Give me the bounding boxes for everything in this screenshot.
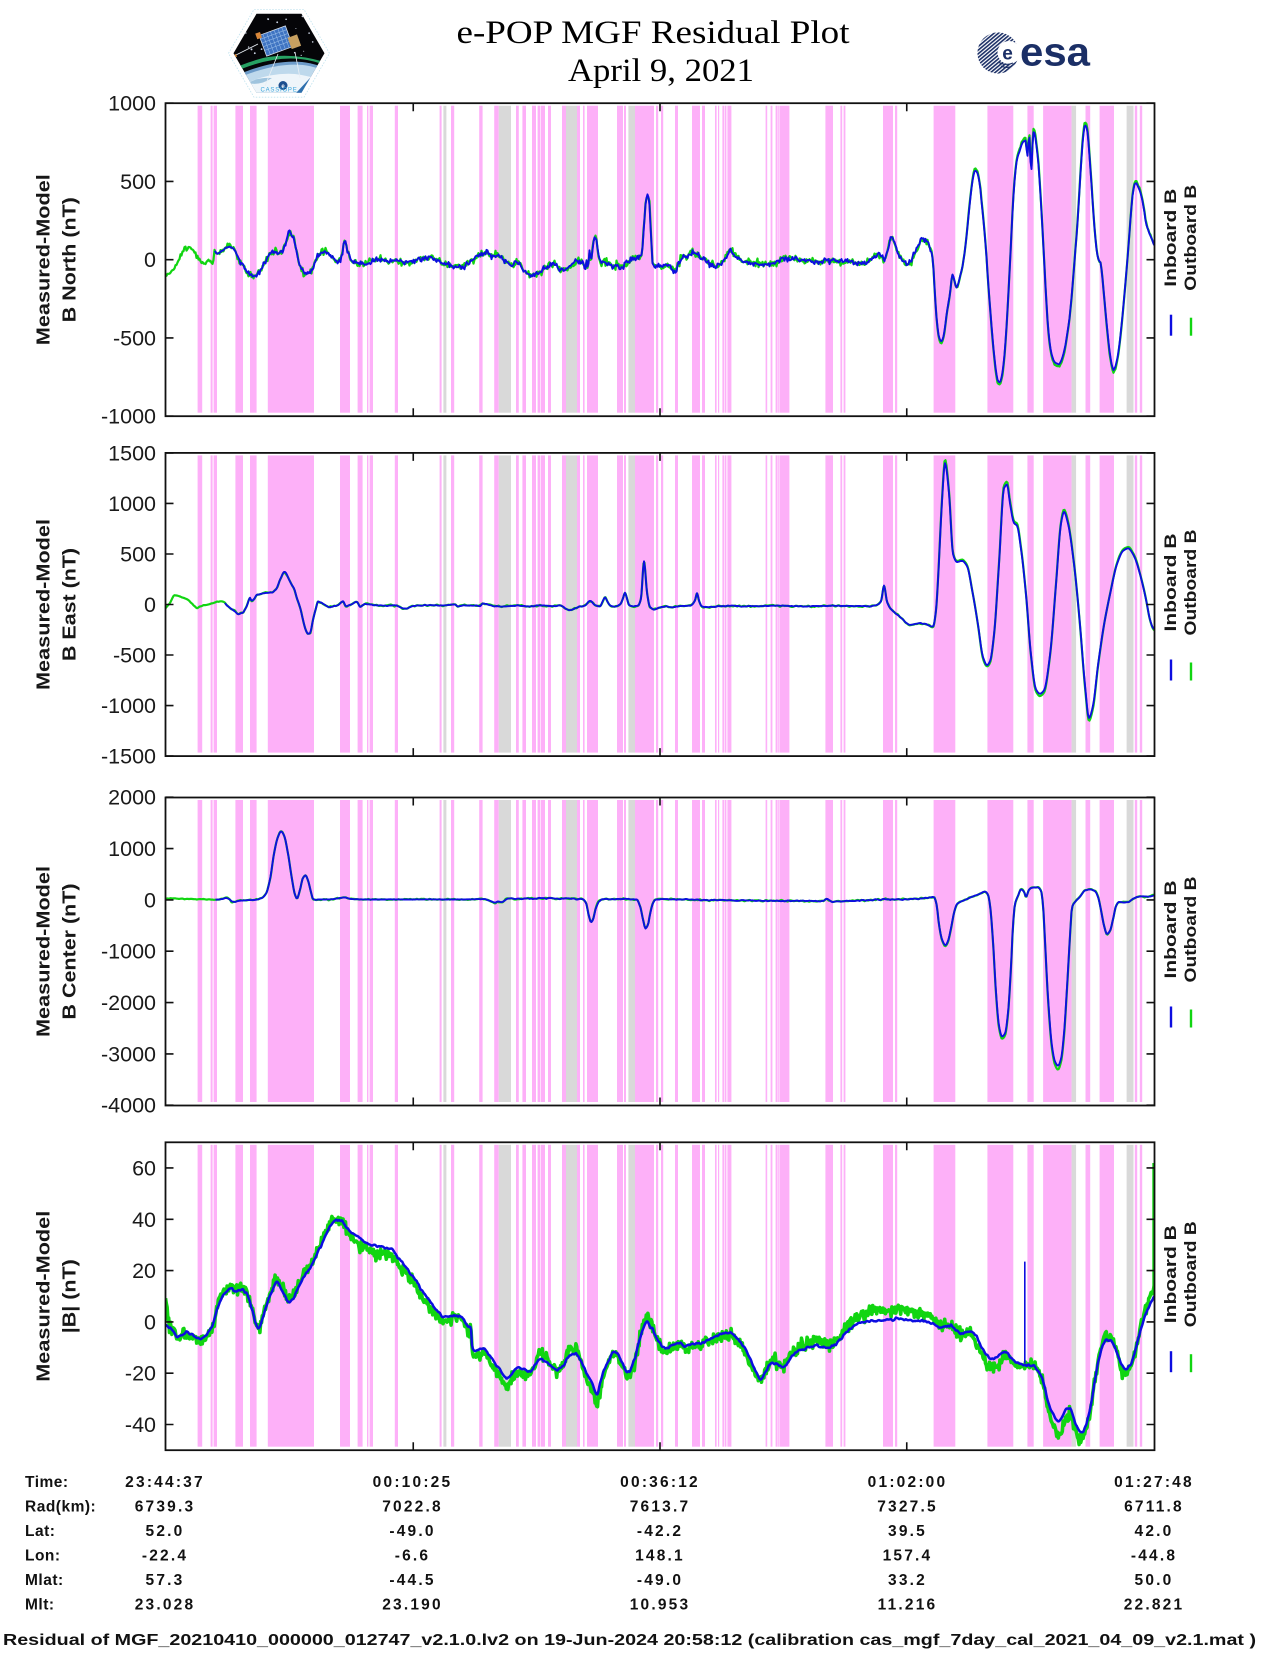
svg-text:20: 20 [132,1259,156,1283]
svg-text:B East (nT): B East (nT) [59,548,80,661]
svg-text:23.190: 23.190 [382,1597,443,1614]
svg-text:April 9, 2021: April 9, 2021 [568,53,754,89]
svg-text:33.2: 33.2 [888,1572,927,1589]
svg-text:42.0: 42.0 [1135,1523,1174,1540]
svg-text:-4000: -4000 [101,1094,156,1118]
svg-text:|B| (nT): |B| (nT) [59,1259,80,1333]
svg-text:-22.4: -22.4 [142,1548,188,1565]
svg-text:0: 0 [144,248,156,272]
svg-text:Time:: Time: [25,1474,69,1491]
svg-text:01:27:48: 01:27:48 [1114,1474,1194,1491]
svg-text:-49.0: -49.0 [637,1572,683,1589]
svg-text:-2000: -2000 [101,991,156,1015]
svg-text:1000: 1000 [108,492,156,516]
svg-text:22.821: 22.821 [1124,1597,1185,1614]
svg-text:500: 500 [120,170,156,194]
svg-text:B North (nT): B North (nT) [59,197,80,322]
svg-text:Rad(km):: Rad(km): [25,1499,96,1516]
svg-text:23:44:37: 23:44:37 [125,1474,205,1491]
svg-text:-42.2: -42.2 [637,1523,683,1540]
svg-text:-500: -500 [113,644,156,668]
svg-text:Residual of MGF_20210410_00000: Residual of MGF_20210410_000000_012747_v… [3,1632,1256,1649]
svg-text:7327.5: 7327.5 [877,1499,938,1516]
svg-text:6739.3: 6739.3 [135,1499,196,1516]
svg-text:148.1: 148.1 [635,1548,685,1565]
svg-text:1000: 1000 [108,837,156,861]
svg-text:Inboard B: Inboard B [1162,880,1180,978]
svg-text:Inboard B: Inboard B [1162,1225,1180,1323]
svg-text:52.0: 52.0 [146,1523,185,1540]
svg-text:Measured-Model: Measured-Model [33,174,54,345]
svg-text:Lat:: Lat: [25,1523,55,1540]
svg-text:B Center (nT): B Center (nT) [59,884,80,1020]
svg-text:7022.8: 7022.8 [382,1499,443,1516]
svg-text:1000: 1000 [108,92,156,116]
svg-text:-49.0: -49.0 [389,1523,435,1540]
svg-text:e: e [281,84,285,90]
svg-text:-3000: -3000 [101,1042,156,1066]
svg-text:0: 0 [144,593,156,617]
svg-text:500: 500 [120,543,156,567]
svg-text:-1000: -1000 [101,940,156,964]
svg-text:-1000: -1000 [101,694,156,718]
svg-text:39.5: 39.5 [888,1523,927,1540]
svg-text:00:36:12: 00:36:12 [620,1474,700,1491]
svg-text:00:10:25: 00:10:25 [373,1474,453,1491]
svg-text:01:02:00: 01:02:00 [868,1474,948,1491]
svg-text:-40: -40 [125,1413,156,1437]
svg-text:Mlt:: Mlt: [25,1597,55,1614]
svg-text:40: 40 [132,1208,156,1232]
svg-text:2000: 2000 [108,786,156,810]
svg-text:7613.7: 7613.7 [630,1499,691,1516]
svg-text:6711.8: 6711.8 [1124,1499,1184,1516]
svg-text:Measured-Model: Measured-Model [33,866,54,1037]
svg-text:23.028: 23.028 [135,1597,196,1614]
svg-text:Mlat:: Mlat: [25,1572,64,1589]
svg-text:1500: 1500 [108,441,156,465]
svg-text:-500: -500 [113,326,156,350]
svg-text:-44.8: -44.8 [1131,1548,1177,1565]
svg-text:0: 0 [144,888,156,912]
svg-text:esa: esa [1020,31,1091,75]
svg-text:Outboard B: Outboard B [1182,1221,1200,1327]
svg-text:Measured-Model: Measured-Model [33,1211,54,1382]
svg-text:Outboard B: Outboard B [1182,876,1200,982]
svg-text:-1000: -1000 [101,405,156,429]
svg-text:-6.6: -6.6 [395,1548,431,1565]
svg-text:Outboard B: Outboard B [1182,185,1200,291]
svg-text:11.216: 11.216 [878,1597,938,1614]
svg-text:157.4: 157.4 [883,1548,933,1565]
svg-text:0: 0 [144,1310,156,1334]
svg-text:e-POP MGF Residual Plot: e-POP MGF Residual Plot [457,15,850,51]
svg-text:57.3: 57.3 [146,1572,185,1589]
svg-text:Inboard B: Inboard B [1162,533,1180,631]
svg-text:-44.5: -44.5 [389,1572,435,1589]
svg-text:10.953: 10.953 [630,1597,691,1614]
svg-text:-20: -20 [125,1362,156,1386]
svg-text:Inboard B: Inboard B [1162,189,1180,287]
svg-text:60: 60 [132,1156,156,1180]
svg-text:Outboard B: Outboard B [1182,529,1200,635]
svg-text:-1500: -1500 [101,745,156,769]
svg-text:CASSIOPE: CASSIOPE [260,88,297,94]
svg-text:e: e [1002,44,1013,65]
svg-text:Measured-Model: Measured-Model [33,519,54,690]
svg-text:Lon:: Lon: [25,1548,61,1565]
svg-text:50.0: 50.0 [1135,1572,1174,1589]
